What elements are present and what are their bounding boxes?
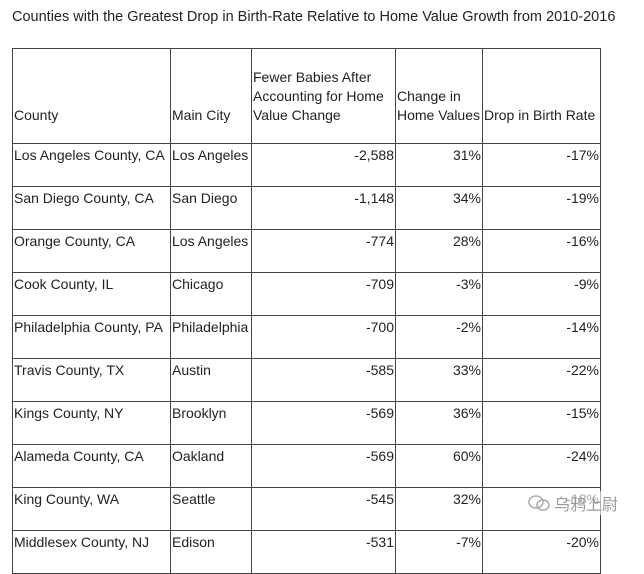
page: {"title": "Counties with the Greatest Dr… <box>12 9 619 574</box>
table-cell: -19% <box>482 186 601 230</box>
table-cell: -585 <box>251 358 396 402</box>
table-row: Cook County, IL Chicago -709 -3% -9% <box>12 272 601 316</box>
table-cell: Oakland <box>170 444 252 488</box>
table-cell: Brooklyn <box>170 401 252 445</box>
table-row: Travis County, TX Austin -585 33% -22% <box>12 358 601 402</box>
table-cell: 60% <box>395 444 483 488</box>
table-cell: -545 <box>251 487 396 531</box>
table-cell: Los Angeles <box>170 143 252 187</box>
table-cell: Seattle <box>170 487 252 531</box>
table-row: Kings County, NY Brooklyn -569 36% -15% <box>12 401 601 445</box>
table-cell: 36% <box>395 401 483 445</box>
table-cell: -700 <box>251 315 396 359</box>
table-cell: -1,148 <box>251 186 396 230</box>
table-row: Alameda County, CA Oakland -569 60% -24% <box>12 444 601 488</box>
table-cell: -569 <box>251 401 396 445</box>
table-cell: Cook County, IL <box>12 272 171 316</box>
table-cell: Orange County, CA <box>12 229 171 273</box>
table-cell: Austin <box>170 358 252 402</box>
table-cell: 34% <box>395 186 483 230</box>
header-cell: Change in Home Values <box>395 48 483 144</box>
table-cell: -774 <box>251 229 396 273</box>
header-cell: Drop in Birth Rate <box>482 48 601 144</box>
table-cell: -2% <box>395 315 483 359</box>
table-cell: -709 <box>251 272 396 316</box>
table-cell: King County, WA <box>12 487 171 531</box>
header-cell: Main City <box>170 48 252 144</box>
table-row: Philadelphia County, PA Philadelphia -700-… <box>12 315 601 359</box>
table-cell: Philadelphia County, PA <box>12 315 171 359</box>
header-row: County Main City Fewer Babies After Accoun… <box>12 48 601 144</box>
table-cell: -24% <box>482 444 601 488</box>
table-cell: Los Angeles County, CA <box>12 143 171 187</box>
table-cell: 32% <box>395 487 483 531</box>
table-cell: -14% <box>482 315 601 359</box>
table-cell: Kings County, NY <box>12 401 171 445</box>
table-cell: Edison <box>170 530 252 574</box>
table-cell: Chicago <box>170 272 252 316</box>
table-cell: Los Angeles <box>170 229 252 273</box>
table-cell: Alameda County, CA <box>12 444 171 488</box>
table-cell: Philadelphia <box>170 315 252 359</box>
data-table: County Main City Fewer Babies After Accoun… <box>12 48 601 574</box>
table-cell: -3% <box>395 272 483 316</box>
watermark-icon <box>528 495 550 511</box>
table-cell: -16% <box>482 229 601 273</box>
table-cell: 28% <box>395 229 483 273</box>
table-cell: -7% <box>395 530 483 574</box>
table-cell: 33% <box>395 358 483 402</box>
title: Counties with the Greatest Drop in Birth… <box>12 9 616 25</box>
table-row: Orange County, CA Los Angeles -774 28% -16% <box>12 229 601 273</box>
table-cell: -569 <box>251 444 396 488</box>
table-row: Middlesex County, NJ Edison -531 -7% -20% <box>12 530 601 574</box>
table-row: Los Angeles County, CA Los Angeles -2,588 3… <box>12 143 601 187</box>
table-cell: San Diego County, CA <box>12 186 171 230</box>
table-cell: -9% <box>482 272 601 316</box>
table-cell: -531 <box>251 530 396 574</box>
table-row: San Diego County, CA San Diego -1,148 34% -1… <box>12 186 601 230</box>
table-cell: Travis County, TX <box>12 358 171 402</box>
watermark-text: 乌鸦上尉 <box>554 495 619 514</box>
watermark: 乌鸦上尉 <box>528 491 619 515</box>
table-cell: -15% <box>482 401 601 445</box>
header-cell: County <box>12 48 171 144</box>
header-cell: Fewer Babies After Accounting for Home V… <box>251 48 396 144</box>
table-cell: 31% <box>395 143 483 187</box>
table-cell: -2,588 <box>251 143 396 187</box>
table-cell: San Diego <box>170 186 252 230</box>
table-cell: -17% <box>482 143 601 187</box>
table-cell: Middlesex County, NJ <box>12 530 171 574</box>
table-cell: -22% <box>482 358 601 402</box>
table-cell: -20% <box>482 530 601 574</box>
